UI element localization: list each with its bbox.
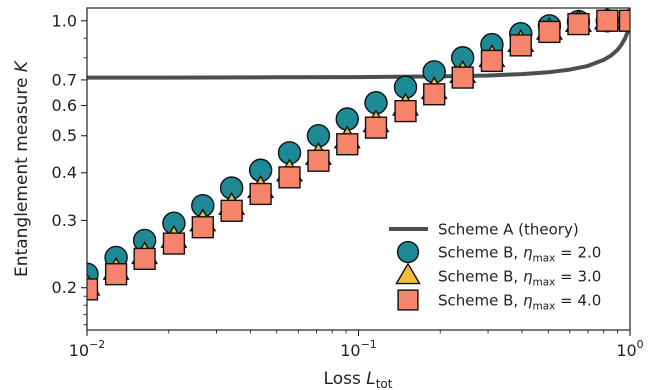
data-point-square [249, 182, 272, 206]
data-point-square [162, 232, 186, 255]
data-point-square [451, 66, 474, 89]
data-point-square [191, 216, 214, 239]
legend: Scheme A (theory) Scheme B, ηmax = 2.0 Sch… [389, 221, 601, 313]
plot-area [87, 8, 630, 330]
data-point-square [423, 83, 446, 106]
legend-label: Scheme B, ηmax = 4.0 [438, 292, 601, 313]
x-tick-label: 10−1 [340, 338, 377, 360]
y-tick-label: 0.4 [52, 163, 77, 182]
data-point-square [104, 263, 128, 286]
data-point-square [364, 116, 388, 139]
y-tick-label: 0.5 [52, 126, 77, 145]
data-point-square [394, 99, 417, 123]
data-point-square [307, 149, 330, 172]
y-tick-label: 0.3 [52, 211, 77, 230]
data-point-square [220, 199, 243, 222]
x-tick-label: 100 [616, 338, 643, 360]
x-tick-label: 10−2 [69, 338, 106, 360]
data-point-square [133, 247, 156, 271]
legend-marker-square [397, 289, 419, 311]
data-point-square [596, 9, 619, 32]
legend-marker-circle [396, 240, 420, 264]
y-tick-label: 0.6 [52, 96, 77, 115]
legend-marker-triangle [395, 262, 421, 285]
y-tick-label: 1.0 [52, 11, 77, 30]
legend-label: Scheme B, ηmax = 2.0 [438, 244, 601, 265]
series-theory-line [87, 23, 630, 80]
data-point-square [509, 34, 532, 57]
y-tick-label: 0.7 [52, 70, 77, 89]
data-point-square [538, 20, 561, 44]
data-point-square [336, 133, 359, 156]
y-axis-label: Entanglement measure K [12, 59, 32, 277]
legend-label: Scheme A (theory) [438, 221, 579, 239]
data-point-square [480, 49, 504, 73]
data-point-square [567, 12, 590, 36]
y-tick-label: 0.2 [52, 278, 77, 297]
x-axis-label: Loss Ltot [324, 369, 393, 390]
legend-label: Scheme B, ηmax = 3.0 [438, 268, 601, 289]
data-point-square [278, 166, 301, 189]
